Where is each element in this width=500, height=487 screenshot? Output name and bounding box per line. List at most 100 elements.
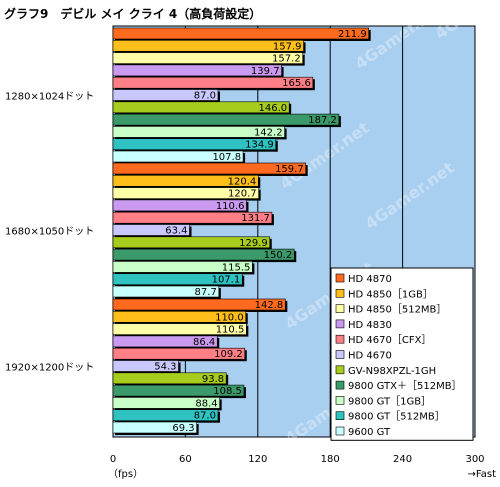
bar-value-label: 86.4 [193,337,215,348]
bar [112,335,218,348]
bar [112,224,190,236]
legend-label: HD 4870 [348,274,392,285]
legend-label: HD 4830 [348,320,392,331]
bar-value-label: 88.4 [195,398,217,409]
category-label: 1280×1024ドット [5,92,94,103]
bar-value-label: 131.7 [241,213,270,224]
legend-swatch [335,350,345,359]
bar [112,273,243,286]
legend-label: 9800 GT［512MB］ [348,411,445,423]
bar [112,236,271,249]
bar-value-label: 115.5 [222,262,251,273]
legend-label: GV-N98XPZL-1GH [348,366,436,377]
legend-swatch [335,380,345,390]
bar [112,162,307,175]
legend-swatch [335,411,345,421]
bar [112,211,273,224]
x-tick-label: 180 [321,454,340,465]
bar [112,372,227,385]
bar [112,187,259,199]
bar-value-label: 54.3 [154,362,176,373]
bar-value-label: 157.2 [272,54,301,65]
category-labels-layer: 1280×1024ドット 1680×1050ドット 1920×1200ドット [5,92,94,374]
bar [112,150,244,163]
legend: HD 4870 HD 4850［1GB］ HD 4850［512MB］ HD 4830… [330,267,474,441]
legend-swatch [335,273,345,283]
bar-value-label: 107.8 [212,152,241,163]
legend-swatch [335,365,345,375]
x-tick-label: 240 [393,454,412,465]
bar [112,101,290,114]
bar-value-label: 110.6 [216,201,245,212]
bar-value-label: 120.7 [228,189,257,200]
legend-label: HD 4670［CFX］ [348,334,431,346]
bar [112,39,304,52]
bar-value-label: 157.9 [273,41,302,52]
bar [112,89,219,101]
x-tick-label: 300 [465,454,484,465]
bar [112,360,179,372]
category-label: 1920×1200ドット [5,363,94,374]
bar-value-label: 110.5 [216,325,245,336]
bar-value-label: 139.7 [251,66,280,77]
bar-value-label: 108.5 [213,386,242,397]
bar-value-label: 69.3 [172,423,194,434]
bar-value-label: 142.2 [254,127,283,138]
bar-value-label: 165.6 [282,78,311,89]
legend-swatch [335,304,345,313]
legend-swatch [335,426,345,436]
legend-swatch [335,334,345,344]
x-tick-label: 60 [179,454,192,465]
legend-label: 9800 GTX＋［512MB］ [348,380,462,392]
bar [112,52,303,64]
x-tick-label: 120 [248,454,267,465]
bar [112,199,247,212]
bar [112,384,245,397]
bar [112,175,259,187]
x-tick-label: 0 [110,454,116,465]
chart-title: グラフ9 デビル メイ クライ 4（高負荷設定） [4,6,261,21]
legend-swatch [335,319,345,329]
bar-value-label: 142.8 [255,300,284,311]
bar-value-label: 93.8 [202,374,224,385]
legend-label: HD 4670 [348,351,392,362]
bar [112,27,369,40]
legend-label: 9600 GT [348,427,391,438]
bar [112,397,220,409]
bar-value-label: 120.4 [228,176,257,187]
bar [112,323,247,335]
bar [112,76,314,89]
bar [112,113,340,126]
bar-value-label: 109.2 [214,349,243,360]
bar-value-label: 107.1 [212,275,241,286]
bar [112,310,247,323]
legend-swatch [335,396,345,405]
legend-label: 9800 GT［1GB］ [348,395,431,407]
legend-box [330,267,474,441]
category-label: 1680×1050ドット [5,227,94,238]
bar-value-label: 87.7 [195,287,217,298]
bar [112,248,295,261]
x-tick-labels: 0 60 120 180 240 300 [110,454,485,465]
bar-value-label: 187.2 [308,115,337,126]
bar [112,64,282,77]
bar [112,285,220,298]
bars-layer [112,27,371,435]
bar [112,138,277,150]
bar-value-label: 146.0 [259,103,288,114]
legend-swatch [335,288,345,298]
bar [112,421,197,434]
bar-value-label: 134.9 [245,140,274,151]
bar [112,347,246,360]
bar-value-label: 87.0 [194,91,216,102]
x-axis-unit-label: （fps） [108,468,143,480]
bar [112,409,219,422]
bar-value-label: 159.7 [275,164,304,175]
bar-value-label: 211.9 [338,29,367,40]
bar-value-label: 150.2 [264,250,293,261]
bar-value-label: 87.0 [194,411,216,422]
bar-value-label: 63.4 [165,226,187,237]
